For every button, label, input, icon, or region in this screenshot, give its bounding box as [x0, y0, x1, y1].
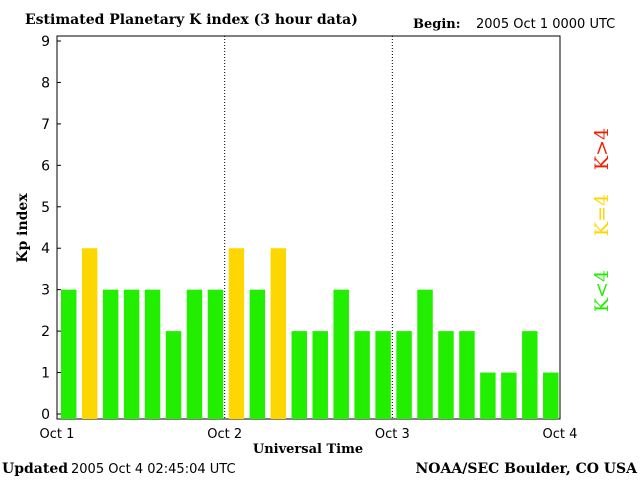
begin-value: 2005 Oct 1 0000 UTC	[476, 17, 615, 32]
plot-border	[56, 35, 561, 420]
kp-bar	[417, 289, 433, 419]
y-axis-label: Kp index	[15, 193, 31, 263]
y-ticks: 0 1 2 3 4 5 6 7 8 9	[41, 34, 61, 423]
kp-bar	[165, 331, 182, 419]
x-tick-label: Oct 1	[40, 427, 75, 442]
kp-bar	[522, 331, 538, 419]
y-tick-label: 3	[41, 283, 50, 299]
kp-bar	[81, 248, 98, 419]
kp-bar	[438, 331, 454, 419]
kp-bar	[228, 248, 245, 419]
plot-area	[56, 35, 561, 420]
legend-equal: K=4	[591, 194, 613, 236]
x-ticks: Oct 1 Oct 2 Oct 3 Oct 4	[40, 427, 578, 442]
kp-bar	[186, 289, 203, 419]
legend-below: K<4	[591, 270, 613, 312]
kp-bar	[333, 289, 349, 419]
kp-bar	[102, 289, 119, 419]
x-tick-label: Oct 4	[543, 427, 578, 442]
kp-bar	[501, 372, 517, 419]
y-tick-label: 7	[41, 117, 50, 133]
x-tick-label: Oct 2	[207, 427, 242, 442]
kp-bar	[459, 331, 475, 419]
x-axis-label: Universal Time	[253, 442, 363, 457]
source-credit: NOAA/SEC Boulder, CO USA	[416, 461, 639, 477]
kp-bar	[144, 289, 161, 419]
kp-bar	[312, 331, 328, 419]
kp-bar	[207, 289, 224, 419]
y-tick-label: 6	[41, 158, 50, 174]
kp-bar	[249, 289, 266, 419]
y-tick-label: 9	[41, 34, 50, 50]
kp-bar	[396, 331, 412, 419]
y-tick-label: 8	[41, 75, 50, 91]
chart-title: Estimated Planetary K index (3 hour data…	[25, 12, 358, 28]
kp-bar	[354, 331, 370, 419]
kp-bar	[543, 372, 559, 419]
day-separators	[224, 36, 393, 419]
kp-bar	[375, 331, 391, 419]
bars	[61, 248, 559, 419]
kp-bar	[61, 289, 77, 419]
y-tick-label: 1	[41, 366, 50, 382]
updated-label: Updated	[2, 461, 68, 477]
y-tick-label: 0	[41, 407, 50, 423]
y-tick-label: 4	[41, 241, 50, 257]
kp-bar	[291, 331, 307, 419]
kp-bar	[480, 372, 496, 419]
kp-bar	[123, 289, 140, 419]
kp-bar	[270, 248, 287, 419]
y-tick-label: 2	[41, 324, 50, 340]
x-tick-label: Oct 3	[375, 427, 410, 442]
legend-above: K>4	[591, 128, 613, 170]
begin-label: Begin:	[413, 17, 461, 32]
updated-value: 2005 Oct 4 02:45:04 UTC	[71, 462, 236, 477]
y-tick-label: 5	[41, 200, 50, 216]
